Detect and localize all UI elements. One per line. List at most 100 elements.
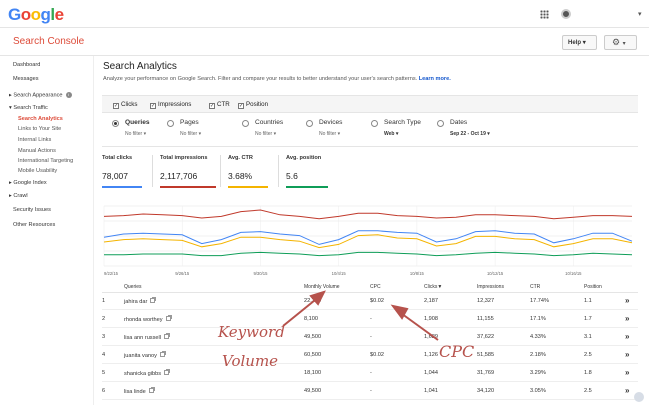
cell-ctr: 17.74%: [530, 298, 549, 304]
radio-icon[interactable]: [242, 120, 249, 127]
sidebar-item-dashboard[interactable]: Dashboard: [13, 62, 41, 68]
date-range-dropdown[interactable]: Sep 22 - Oct 19 ▾: [450, 131, 490, 137]
external-link-icon[interactable]: [164, 369, 171, 375]
check-icon: ✓: [238, 103, 244, 109]
expand-row-icon[interactable]: »: [625, 386, 630, 395]
account-avatar[interactable]: [561, 9, 571, 19]
search-console-title[interactable]: Search Console: [13, 36, 85, 47]
table-row[interactable]: 6 lisa linde 49,500 - 1,041 34,120 3.05% 2.5 »: [102, 383, 638, 400]
filter-dropdown[interactable]: No filter ▾: [125, 131, 147, 137]
cell-text: 18,100: [304, 370, 322, 376]
filter-dropdown[interactable]: No filter ▾: [180, 131, 202, 137]
cell-text: 12,327: [477, 298, 495, 304]
filter-dropdown[interactable]: No filter ▾: [255, 131, 277, 137]
logo-letter: l: [50, 5, 55, 24]
expand-row-icon[interactable]: »: [625, 296, 630, 305]
sidebar-item-other-resources[interactable]: Other Resources: [13, 222, 56, 228]
column-header-ctr[interactable]: CTR: [530, 284, 541, 290]
sidebar-item-crawl[interactable]: ▸ Crawl: [9, 193, 28, 199]
column-header-impressions[interactable]: Impressions: [477, 284, 504, 290]
external-link-icon[interactable]: [164, 333, 170, 339]
table-row[interactable]: 1 jahira dar 22,200 $0.02 2,187 12,327 17.74% 1…: [102, 293, 638, 310]
column-header-clicks[interactable]: Clicks▼: [424, 284, 443, 290]
cell-query[interactable]: rhonda worthey: [124, 315, 172, 323]
radio-icon[interactable]: [167, 120, 174, 127]
table-row[interactable]: 2 rhonda worthey 8,100 - 1,908 11,155 17.1% 1.7…: [102, 311, 638, 328]
total-impressions-card[interactable]: Total impressions 2,117,706: [160, 155, 216, 188]
logo-letter: o: [20, 5, 31, 24]
performance-line-chart[interactable]: 9/22/15 9/26/15 9/30/15 10/4/15 10/8/15 10/12…: [100, 202, 640, 282]
help-button[interactable]: Help ▾: [562, 35, 597, 50]
checkbox-position[interactable]: ✓ Position: [238, 101, 268, 109]
total-clicks-card[interactable]: Total clicks 78,007: [102, 155, 142, 188]
sidebar-item-search-appearance[interactable]: ▸ Search Appearance i: [9, 92, 72, 98]
table-row[interactable]: 3 lisa ann russell 49,500 - 1,629 37,622 4.33%…: [102, 329, 638, 346]
sidebar-item-links[interactable]: Links to Your Site: [18, 126, 62, 132]
filter-dropdown[interactable]: No filter ▾: [319, 131, 341, 137]
radio-selected-icon[interactable]: [112, 120, 119, 127]
google-logo[interactable]: Google: [8, 5, 64, 25]
radio-icon[interactable]: [306, 120, 313, 127]
sidebar-item-search-traffic[interactable]: ▾ Search Traffic: [9, 105, 48, 111]
checkbox-clicks[interactable]: ✓ Clicks: [113, 101, 138, 109]
checkbox-ctr[interactable]: ✓ CTR: [209, 101, 230, 109]
cell-text: 49,500: [304, 388, 322, 394]
info-icon[interactable]: i: [65, 92, 72, 98]
learn-more-link[interactable]: Learn more.: [418, 76, 451, 82]
settings-button[interactable]: ⚙ ▾: [604, 35, 637, 50]
apps-grid-icon[interactable]: [540, 10, 549, 19]
sidebar-item-security-issues[interactable]: Security Issues: [13, 207, 51, 213]
table-row[interactable]: 4 juanita vanoy 60,500 $0.02 1,126 51,585 2.18…: [102, 347, 638, 364]
column-header-cpc[interactable]: CPC: [370, 284, 381, 290]
card-underline: [160, 186, 216, 188]
column-header-position[interactable]: Position: [584, 284, 602, 290]
card-title: Total clicks: [102, 155, 133, 161]
expand-row-icon[interactable]: »: [625, 314, 630, 323]
expand-row-icon[interactable]: »: [625, 332, 630, 341]
cell-text: 60,500: [304, 352, 322, 358]
avg-ctr-card[interactable]: Avg. CTR 3.68%: [228, 155, 268, 188]
search-type-dropdown[interactable]: Web ▾: [384, 131, 399, 137]
radio-icon[interactable]: [437, 120, 444, 127]
expand-row-icon[interactable]: »: [625, 350, 630, 359]
cell-query[interactable]: shanicka gibbs: [124, 369, 171, 377]
cell-num: 5: [102, 370, 105, 376]
column-header-monthly-volume[interactable]: Monthly Volume: [304, 284, 340, 290]
cell-text: lisa ann russell: [124, 335, 161, 341]
expand-row-icon[interactable]: »: [625, 368, 630, 377]
card-divider: [220, 155, 221, 187]
cell-query[interactable]: lisa linde: [124, 387, 155, 395]
checkbox-impressions[interactable]: ✓ Impressions: [150, 101, 191, 109]
sidebar-item-internal-links[interactable]: Internal Links: [18, 137, 52, 143]
external-link-icon[interactable]: [165, 315, 172, 321]
chevron-down-icon: ▾: [622, 41, 626, 47]
sidebar-item-international-targeting[interactable]: International Targeting: [18, 158, 74, 164]
external-link-icon[interactable]: [159, 351, 166, 357]
annotation-volume: Volume: [222, 352, 279, 370]
sidebar-item-search-analytics[interactable]: Search Analytics: [18, 116, 63, 122]
sidebar-item-messages[interactable]: Messages: [13, 76, 39, 82]
avg-position-card[interactable]: Avg. position 5.6: [286, 155, 328, 188]
logo-letter: o: [30, 5, 41, 24]
table-row[interactable]: 5 shanicka gibbs 18,100 - 1,044 31,769 3.29% 1.…: [102, 365, 638, 382]
cell-query[interactable]: lisa ann russell: [124, 333, 170, 341]
external-link-icon[interactable]: [150, 297, 157, 303]
cell-position: 3.1: [584, 334, 592, 340]
cell-query[interactable]: jahira dar: [124, 297, 157, 305]
sidebar-item-label: Crawl: [13, 193, 28, 199]
account-caret-icon[interactable]: ▾: [638, 11, 642, 18]
cell-text: 34,120: [477, 388, 495, 394]
x-tick-label: 10/8/15: [410, 271, 425, 276]
cell-text: 8,100: [304, 316, 318, 322]
card-title: Avg. position: [286, 155, 322, 161]
sidebar-item-mobile-usability[interactable]: Mobile Usability: [18, 168, 58, 174]
column-header-queries[interactable]: Queries: [124, 284, 142, 290]
cell-query[interactable]: juanita vanoy: [124, 351, 166, 359]
series-line-impressions: [103, 209, 633, 220]
sidebar-item-google-index[interactable]: ▸ Google Index: [9, 180, 47, 186]
radio-icon[interactable]: [371, 120, 378, 127]
logo-letter: G: [8, 5, 21, 24]
external-link-icon[interactable]: [148, 387, 155, 393]
sidebar-item-manual-actions[interactable]: Manual Actions: [18, 148, 56, 154]
scroll-indicator[interactable]: [634, 392, 644, 402]
